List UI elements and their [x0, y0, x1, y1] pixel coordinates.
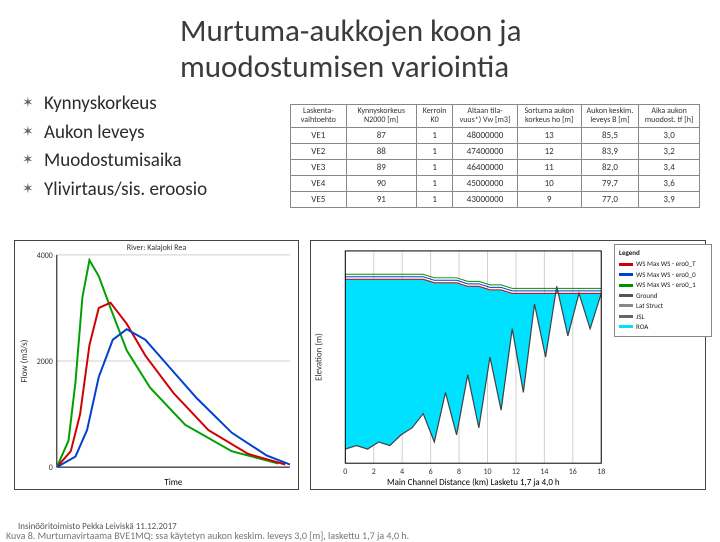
table-cell: 79,7 — [581, 175, 638, 191]
bullet-item: Aukon leveys — [22, 119, 207, 148]
table-cell: 48000000 — [453, 127, 517, 143]
table-cell: 13 — [517, 127, 581, 143]
svg-text:18: 18 — [597, 467, 605, 477]
legend-row: ROA — [619, 322, 707, 331]
svg-text:10: 10 — [483, 467, 491, 477]
svg-text:Flow (m3/s): Flow (m3/s) — [20, 339, 30, 382]
svg-text:4: 4 — [400, 467, 404, 477]
legend-label: JSL — [636, 312, 644, 321]
flow-chart-svg: 020004000Flow (m3/s)Time — [15, 241, 298, 489]
legend-swatch — [619, 325, 633, 328]
legend-label: WS Max WS - ero0_1 — [636, 280, 696, 289]
table-cell: 82,0 — [581, 159, 638, 175]
legend-label: Ground — [636, 291, 657, 300]
legend-row: Lat Struct — [619, 301, 707, 310]
legend-title: Legend — [619, 248, 707, 257]
table-cell: 3,2 — [639, 143, 700, 159]
svg-text:6: 6 — [429, 467, 433, 477]
table-cell: 1 — [416, 175, 453, 191]
svg-text:12: 12 — [512, 467, 520, 477]
table-cell: 3,9 — [639, 191, 700, 207]
legend-label: WS Max WS - ero0_0 — [636, 270, 696, 279]
table-cell: 85,5 — [581, 127, 638, 143]
figure-caption: Kuva 8. Murtumavirtaama BVE1MQ: ssa käyt… — [6, 529, 409, 542]
legend-swatch — [619, 294, 633, 297]
table-cell: 88 — [346, 143, 416, 159]
bullet-item: Kynnyskorkeus — [22, 90, 207, 119]
legend-row: WS Max WS - ero0_1 — [619, 280, 707, 289]
svg-text:2: 2 — [372, 467, 376, 477]
svg-text:2000: 2000 — [37, 357, 53, 367]
flow-chart: River: Kalajoki Rea 020004000Flow (m3/s)… — [14, 240, 299, 490]
table-cell: 1 — [416, 191, 453, 207]
table-cell: 3,4 — [639, 159, 700, 175]
table-cell: 91 — [346, 191, 416, 207]
legend-row: JSL — [619, 312, 707, 321]
table-cell: 45000000 — [453, 175, 517, 191]
table-cell: VE5 — [291, 191, 347, 207]
table-cell: VE3 — [291, 159, 347, 175]
flow-chart-title: River: Kalajoki Rea — [15, 243, 298, 253]
legend-row: WS Max WS - ero0_T — [619, 259, 707, 268]
table-cell: 46400000 — [453, 159, 517, 175]
table-header: Aika aukon muodost. tf [h] — [639, 105, 700, 128]
table-header: Kynnyskorkeus N2000 [m] — [346, 105, 416, 128]
table-cell: 87 — [346, 127, 416, 143]
table-row: VE591143000000977,03,9 — [291, 191, 700, 207]
svg-text:Time: Time — [164, 478, 182, 488]
bullet-item: Muodostumisaika — [22, 147, 207, 176]
svg-text:Main Channel Distance (km) L: Main Channel Distance (km) Lasketu 1,7 j… — [387, 478, 560, 488]
table-row: VE4901450000001079,73,6 — [291, 175, 700, 191]
svg-text:Elevation (m): Elevation (m) — [315, 333, 325, 381]
table-header: Altaan tila-vuus*) Vw [m3] — [453, 105, 517, 128]
table-cell: 11 — [517, 159, 581, 175]
slide-title: Murtuma-aukkojen koon ja muodostumisen v… — [180, 14, 700, 85]
table-cell: 3,0 — [639, 127, 700, 143]
bullet-item: Ylivirtaus/sis. eroosio — [22, 176, 207, 205]
table-cell: 10 — [517, 175, 581, 191]
table-row: VE1871480000001385,53,0 — [291, 127, 700, 143]
svg-text:14: 14 — [540, 467, 548, 477]
legend-swatch — [619, 315, 633, 318]
table-cell: 3,6 — [639, 175, 700, 191]
table-cell: VE4 — [291, 175, 347, 191]
table-cell: 89 — [346, 159, 416, 175]
legend-row: WS Max WS - ero0_0 — [619, 270, 707, 279]
table-cell: 1 — [416, 159, 453, 175]
table-cell: 43000000 — [453, 191, 517, 207]
legend-swatch — [619, 284, 633, 287]
svg-text:0: 0 — [343, 467, 347, 477]
table-cell: 1 — [416, 143, 453, 159]
table-cell: 12 — [517, 143, 581, 159]
legend-label: ROA — [636, 322, 648, 331]
table-cell: 47400000 — [453, 143, 517, 159]
table-header: Aukon keskim. leveys B [m] — [581, 105, 638, 128]
table-cell: 1 — [416, 127, 453, 143]
legend-swatch — [619, 263, 633, 266]
svg-text:0: 0 — [49, 463, 53, 473]
table-header: Laskenta-vaihtoehto — [291, 105, 347, 128]
data-table: Laskenta-vaihtoehtoKynnyskorkeus N2000 [… — [290, 104, 700, 208]
table-cell: VE1 — [291, 127, 347, 143]
table-cell: 83,9 — [581, 143, 638, 159]
table-header: Kerroin K0 — [416, 105, 453, 128]
legend: Legend WS Max WS - ero0_T WS Max WS - ero… — [614, 244, 712, 337]
legend-row: Ground — [619, 291, 707, 300]
table-cell: 77,0 — [581, 191, 638, 207]
table-header: Sortuma aukon korkeus ho [m] — [517, 105, 581, 128]
legend-swatch — [619, 273, 633, 276]
svg-text:8: 8 — [457, 467, 461, 477]
table-cell: 9 — [517, 191, 581, 207]
bullet-list: Kynnyskorkeus Aukon leveys Muodostumisai… — [22, 90, 207, 204]
legend-label: WS Max WS - ero0_T — [636, 259, 696, 268]
slide: Murtuma-aukkojen koon ja muodostumisen v… — [0, 0, 720, 540]
table-row: VE3891464000001182,03,4 — [291, 159, 700, 175]
table-cell: VE2 — [291, 143, 347, 159]
table-cell: 90 — [346, 175, 416, 191]
svg-text:16: 16 — [569, 467, 577, 477]
legend-label: Lat Struct — [636, 301, 663, 310]
table-row: VE2881474000001283,93,2 — [291, 143, 700, 159]
legend-swatch — [619, 304, 633, 307]
